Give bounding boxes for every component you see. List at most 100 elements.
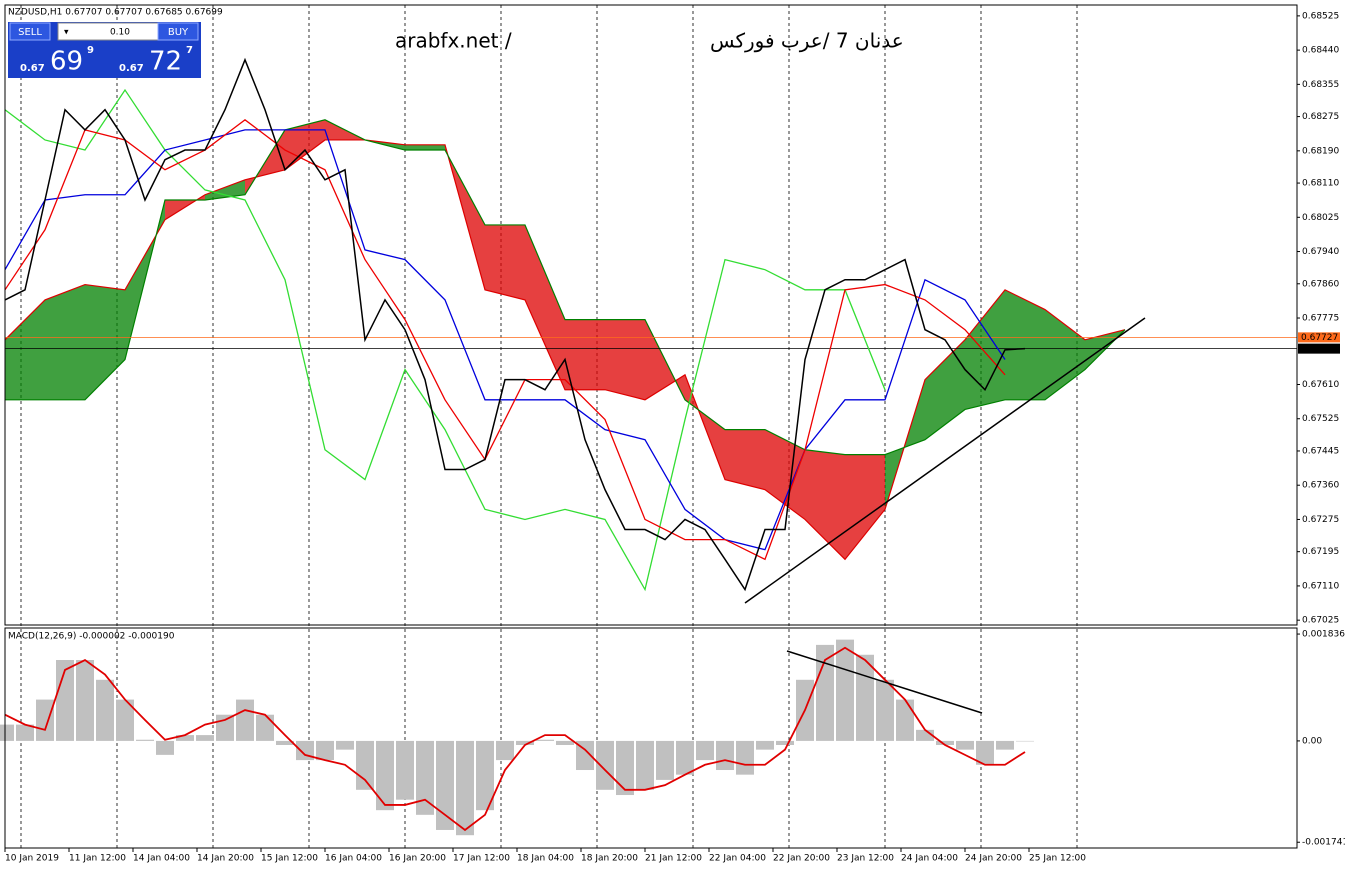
y-tick-label: 0.68025 [1302,213,1339,223]
macd-panel [4,627,1298,849]
macd-title: MACD(12,26,9) -0.000002 -0.000190 [8,632,175,642]
sell-price-point: 9 [87,45,94,56]
histogram-bar [156,740,174,755]
histogram-bar [416,740,434,815]
x-tick-label: 18 Jan 20:00 [581,854,638,864]
sell-label[interactable]: SELL [18,27,42,38]
y-tick-label: 0.68525 [1302,11,1339,21]
histogram-bar [756,740,774,750]
x-tick-label: 21 Jan 12:00 [645,854,702,864]
histogram-bar [876,679,894,741]
histogram-bar [596,740,614,790]
histogram-bar [456,740,474,836]
price-tag-label: 0.67727 [1301,333,1338,343]
histogram-bar [256,714,274,741]
histogram-bar [0,724,14,741]
x-tick-label: 15 Jan 12:00 [261,854,318,864]
trade-panel: SELL ▾ 0.10 BUY 0.67 69 9 0.67 72 7 [8,22,201,78]
x-tick-label: 10 Jan 2019 [5,854,59,864]
histogram-bar [316,740,334,761]
sell-price-big: 0.67 [20,63,45,74]
price-panel [4,4,1298,626]
buy-label[interactable]: BUY [168,27,189,38]
y-tick-label: 0.67445 [1302,446,1339,456]
histogram-bar [116,699,134,741]
lot-input[interactable] [57,22,159,41]
cloud-segment [205,179,245,200]
x-tick-label: 14 Jan 20:00 [197,854,254,864]
trendline [786,650,983,714]
x-tick-label: 24 Jan 20:00 [965,854,1022,864]
x-tick-label: 17 Jan 12:00 [453,854,510,864]
series-line [4,88,886,592]
x-tick-label: 18 Jan 04:00 [517,854,574,864]
cloud-segment [925,339,965,440]
y-tick-label: 0.68440 [1302,46,1339,56]
cloud-segment [1045,309,1085,400]
histogram-bar [336,740,354,750]
cloud-segment [565,319,605,390]
y-tick-label: 0.67195 [1302,547,1339,557]
histogram-bar [736,740,754,775]
trendline [744,317,1146,604]
histogram-bar [36,699,54,741]
sell-button[interactable] [9,22,51,41]
cloud-segment [5,299,45,400]
x-tick-label: 22 Jan 04:00 [709,854,766,864]
histogram-bar [136,739,154,741]
y-tick-label: 0.68355 [1302,80,1339,90]
histogram-bar [956,740,974,750]
cloud-edge [5,119,1126,456]
y-tick-label: 0.68275 [1302,112,1339,122]
histogram-bar [376,740,394,811]
watermark: arabfx.net / [395,29,512,53]
price-tag-label: 0.67699 [1301,344,1338,354]
histogram-bar [576,740,594,771]
histogram-bar [216,714,234,741]
histogram-bar [16,724,34,741]
spin-arrow[interactable]: ▾ [64,28,69,38]
y-tick-label: -0.001741 [1302,838,1345,848]
histogram-bar [636,740,654,790]
buy-button[interactable] [157,22,199,41]
histogram-bar [276,740,294,745]
histogram-bar [656,740,674,780]
histogram-bar [696,740,714,761]
cloud-segment [405,144,445,151]
y-tick-label: 0.001836 [1302,630,1345,640]
x-tick-label: 11 Jan 12:00 [69,854,126,864]
x-tick-label: 16 Jan 04:00 [325,854,382,864]
histogram-bar [856,654,874,741]
price-tag [1298,332,1340,343]
histogram-bar [896,699,914,741]
histogram-bar [96,679,114,741]
y-tick-label: 0.00 [1302,736,1322,746]
histogram-bar [496,740,514,761]
buy-price-point: 7 [186,45,193,56]
cloud-edge [4,139,1126,561]
x-tick-label: 14 Jan 04:00 [133,854,190,864]
histogram-bar [356,740,374,790]
histogram-bar [976,740,994,765]
histogram-bar [836,639,854,741]
histogram-bar [196,735,214,741]
histogram-bar [436,740,454,830]
cloud-segment [1005,289,1045,400]
lot-value[interactable]: 0.10 [110,28,130,38]
sell-price-pips: 69 [50,47,83,77]
cloud-segment [725,429,765,490]
y-tick-label: 0.67275 [1302,515,1339,525]
histogram-bar [616,740,634,796]
histogram-bar [56,660,74,741]
y-tick-label: 0.67360 [1302,481,1339,491]
histogram-bar [556,740,574,745]
cloud-segment [605,319,645,400]
histogram-bar [1016,740,1034,742]
x-tick-label: 16 Jan 20:00 [389,854,446,864]
signal-line [4,646,1026,832]
watermark: عدنان 7 /عرب فوركس [710,29,904,53]
series-line [4,129,1006,551]
histogram-bar [236,699,254,741]
histogram-bar [176,735,194,741]
y-tick-label: 0.67525 [1302,414,1339,424]
